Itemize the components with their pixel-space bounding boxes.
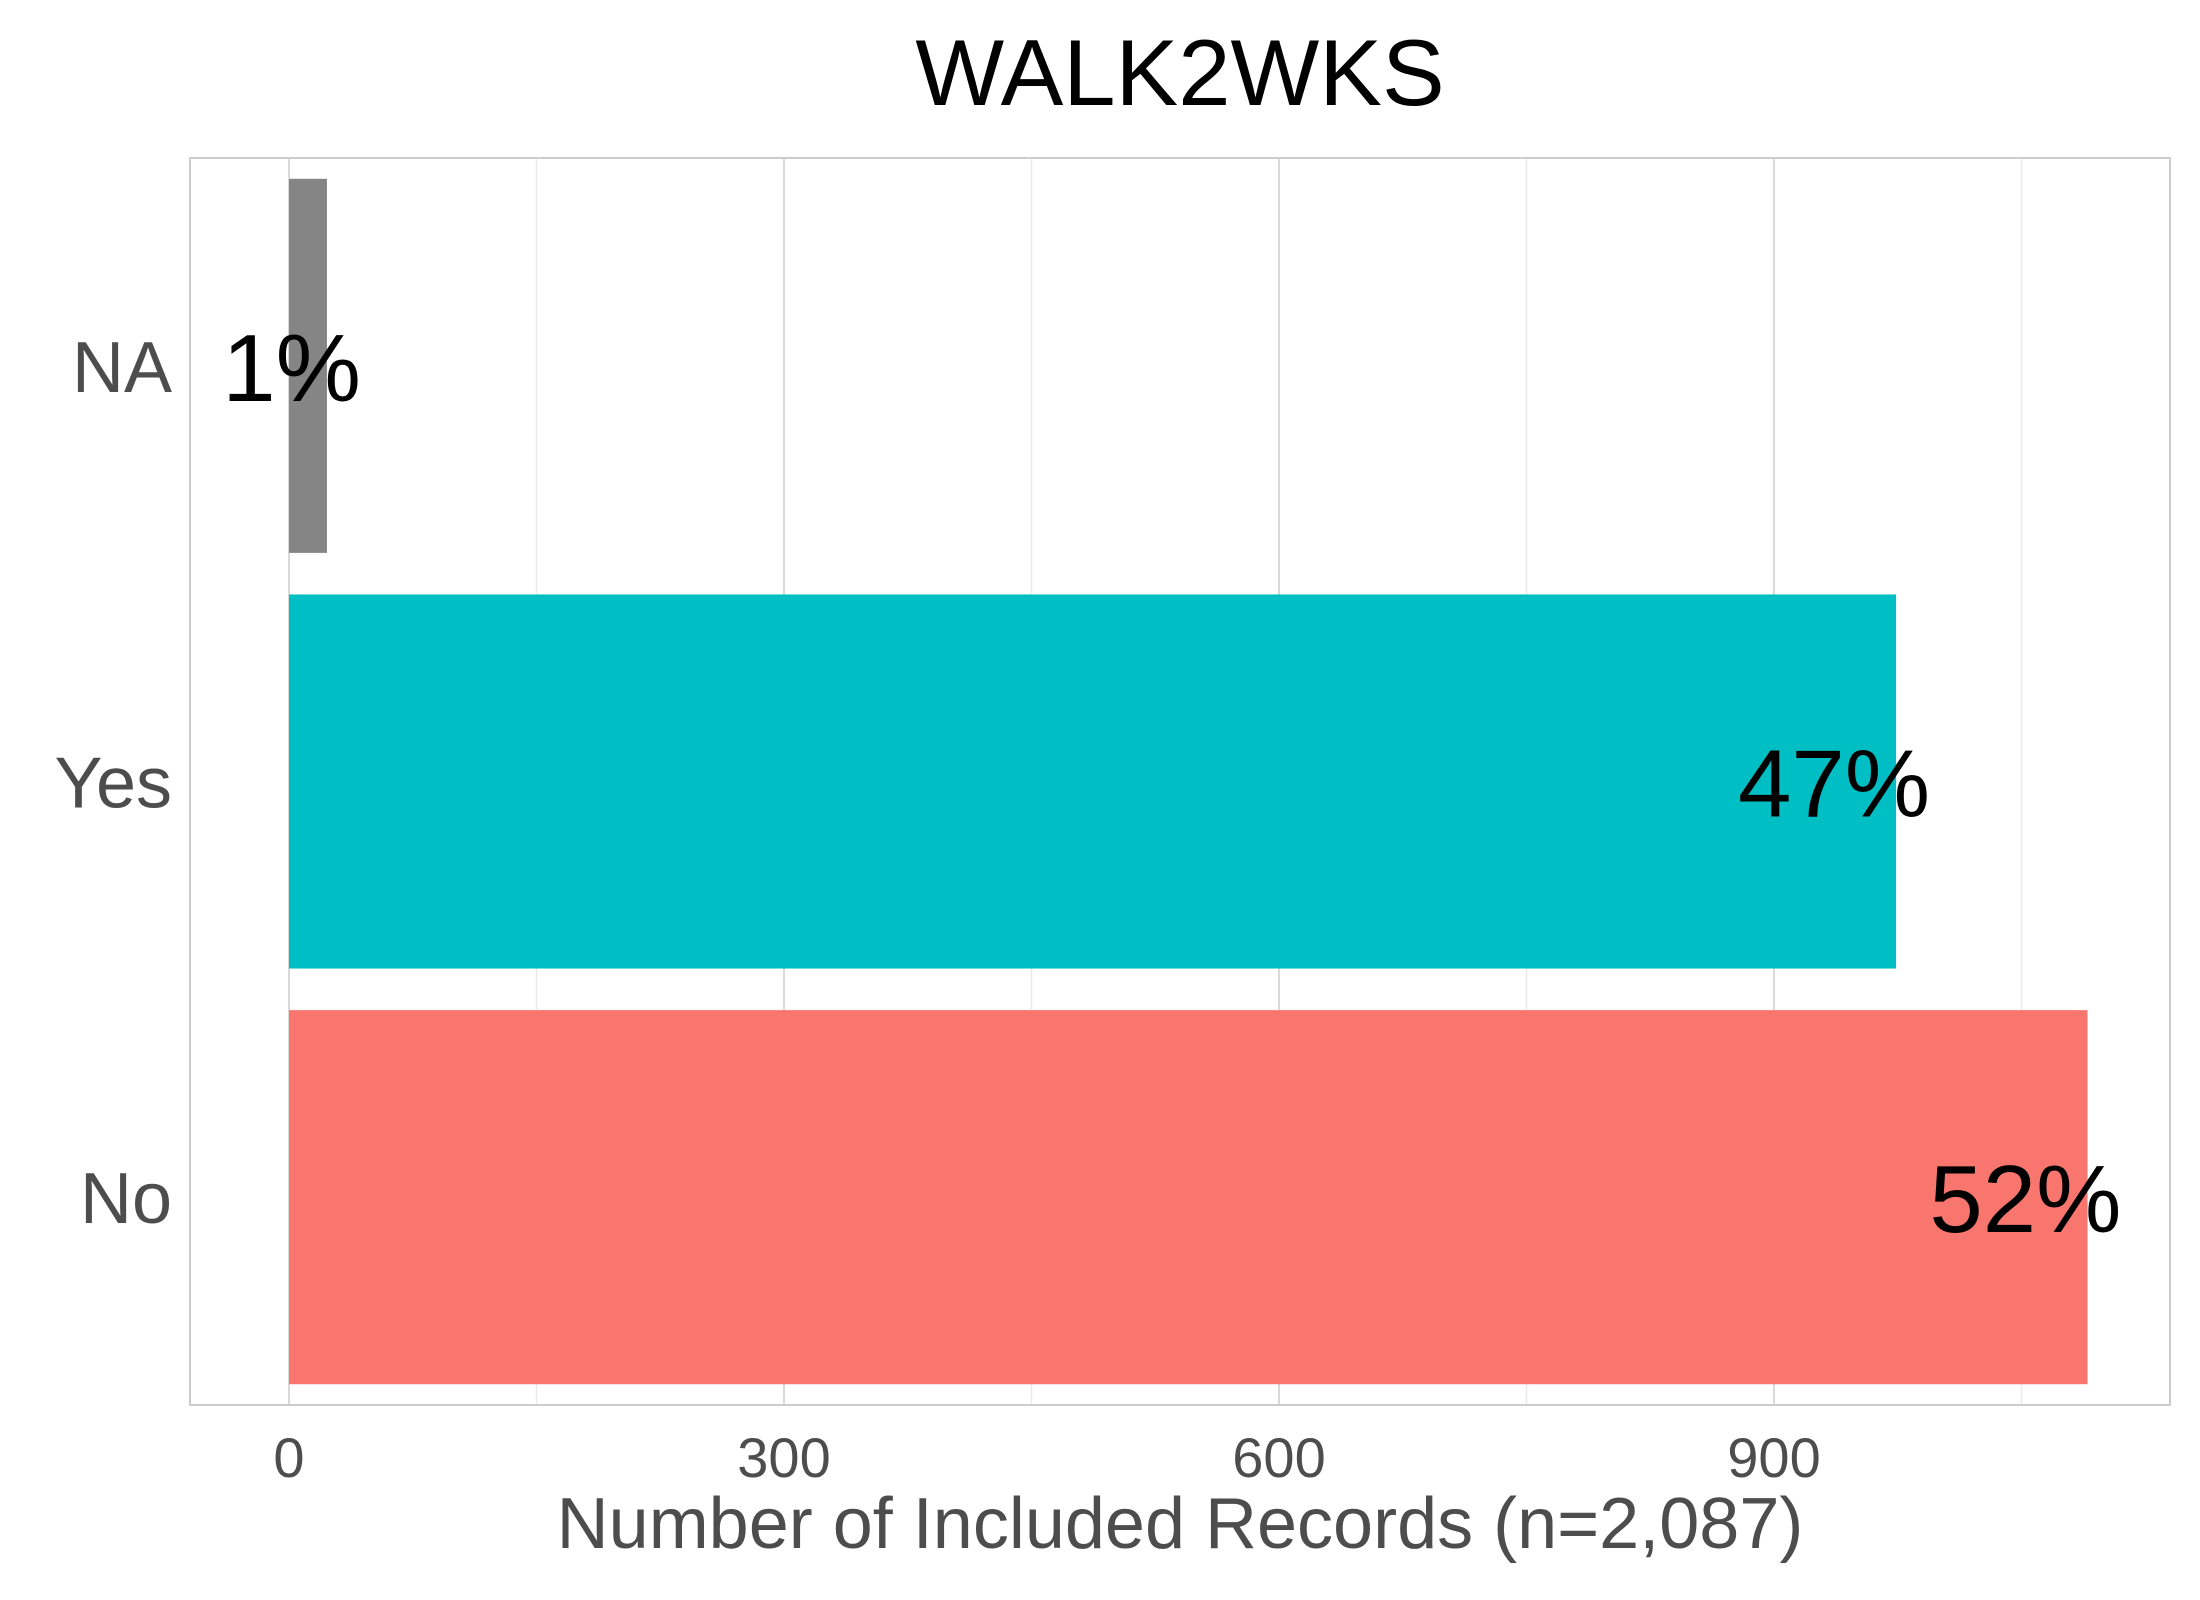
bar-na xyxy=(289,178,327,553)
plot-panel-border xyxy=(189,157,2171,1406)
value-label-no: 52% xyxy=(1929,1146,2121,1253)
x-axis-title: Number of Included Records (n=2,087) xyxy=(557,1484,1804,1564)
category-labels: NA Yes No xyxy=(55,328,172,1239)
chart-title: WALK2WKS xyxy=(915,20,1444,125)
x-tick-label: 900 xyxy=(1727,1426,1820,1489)
category-label-na: NA xyxy=(72,328,172,408)
x-tick-label: 300 xyxy=(737,1426,830,1489)
value-label-na: 1% xyxy=(222,315,361,422)
bar-no xyxy=(289,1010,2088,1385)
x-tick-label: 600 xyxy=(1232,1426,1325,1489)
bars xyxy=(289,178,2088,1385)
x-tick-label: 0 xyxy=(273,1426,304,1489)
value-labels: 1% 47% 52% xyxy=(222,315,2121,1253)
bar-yes xyxy=(289,594,1897,969)
category-label-no: No xyxy=(80,1159,172,1239)
x-tick-labels: 0 300 600 900 xyxy=(273,1426,1820,1489)
category-label-yes: Yes xyxy=(55,744,172,824)
value-label-yes: 47% xyxy=(1738,731,1930,838)
